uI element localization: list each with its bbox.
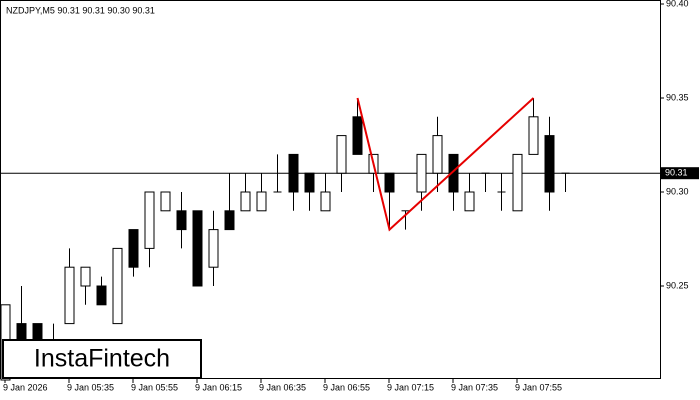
x-tick-label: 9 Jan 07:55	[515, 382, 562, 392]
logo: InstaFintech	[34, 345, 170, 373]
y-tick-label: 90.40	[666, 0, 689, 8]
candle-body	[320, 191, 331, 212]
candle-body	[304, 172, 315, 193]
candle-body	[384, 172, 395, 193]
current-price-box	[661, 167, 699, 180]
candle-body	[448, 153, 459, 193]
x-tick-label: 9 Jan 05:55	[131, 382, 178, 392]
candle-body	[192, 210, 203, 287]
x-tick-label: 9 Jan 05:35	[67, 382, 114, 392]
candle-body	[336, 135, 347, 174]
candle-body	[528, 116, 539, 155]
candle-body	[80, 266, 91, 287]
x-tick-label: 9 Jan 06:15	[195, 382, 242, 392]
y-tick-label: 90.35	[666, 92, 689, 102]
candle-body	[160, 191, 171, 212]
candle-body	[256, 191, 267, 212]
candle-body	[96, 285, 107, 306]
candle-body	[176, 210, 187, 231]
candle-body	[240, 191, 251, 212]
chart-title: NZDJPY,M5 90.31 90.31 90.30 90.31	[6, 5, 155, 15]
x-tick-label: 9 Jan 06:35	[259, 382, 306, 392]
candle-body	[352, 116, 363, 155]
candle-body	[64, 266, 75, 325]
candle-body	[416, 153, 427, 193]
x-tick-label: 9 Jan 2026	[3, 382, 48, 392]
candle-body	[144, 191, 155, 249]
candle-body	[288, 153, 299, 193]
candle-body	[432, 135, 443, 174]
x-tick-label: 9 Jan 06:55	[323, 382, 370, 392]
candle-body	[224, 210, 235, 231]
y-tick-label: 90.30	[666, 186, 689, 196]
candle-body	[112, 247, 123, 325]
candle-body	[512, 153, 523, 212]
x-tick-label: 9 Jan 07:15	[387, 382, 434, 392]
pattern-line	[356, 97, 535, 232]
logo-box	[2, 339, 202, 379]
plot-frame	[0, 0, 661, 379]
current-price-label: 90.31	[665, 168, 688, 178]
x-tick-label: 9 Jan 07:35	[451, 382, 498, 392]
candle-body	[128, 229, 139, 268]
candle-body	[464, 191, 475, 212]
candle-body	[544, 135, 555, 193]
candle-body	[208, 229, 219, 268]
y-tick-label: 90.25	[666, 280, 689, 290]
